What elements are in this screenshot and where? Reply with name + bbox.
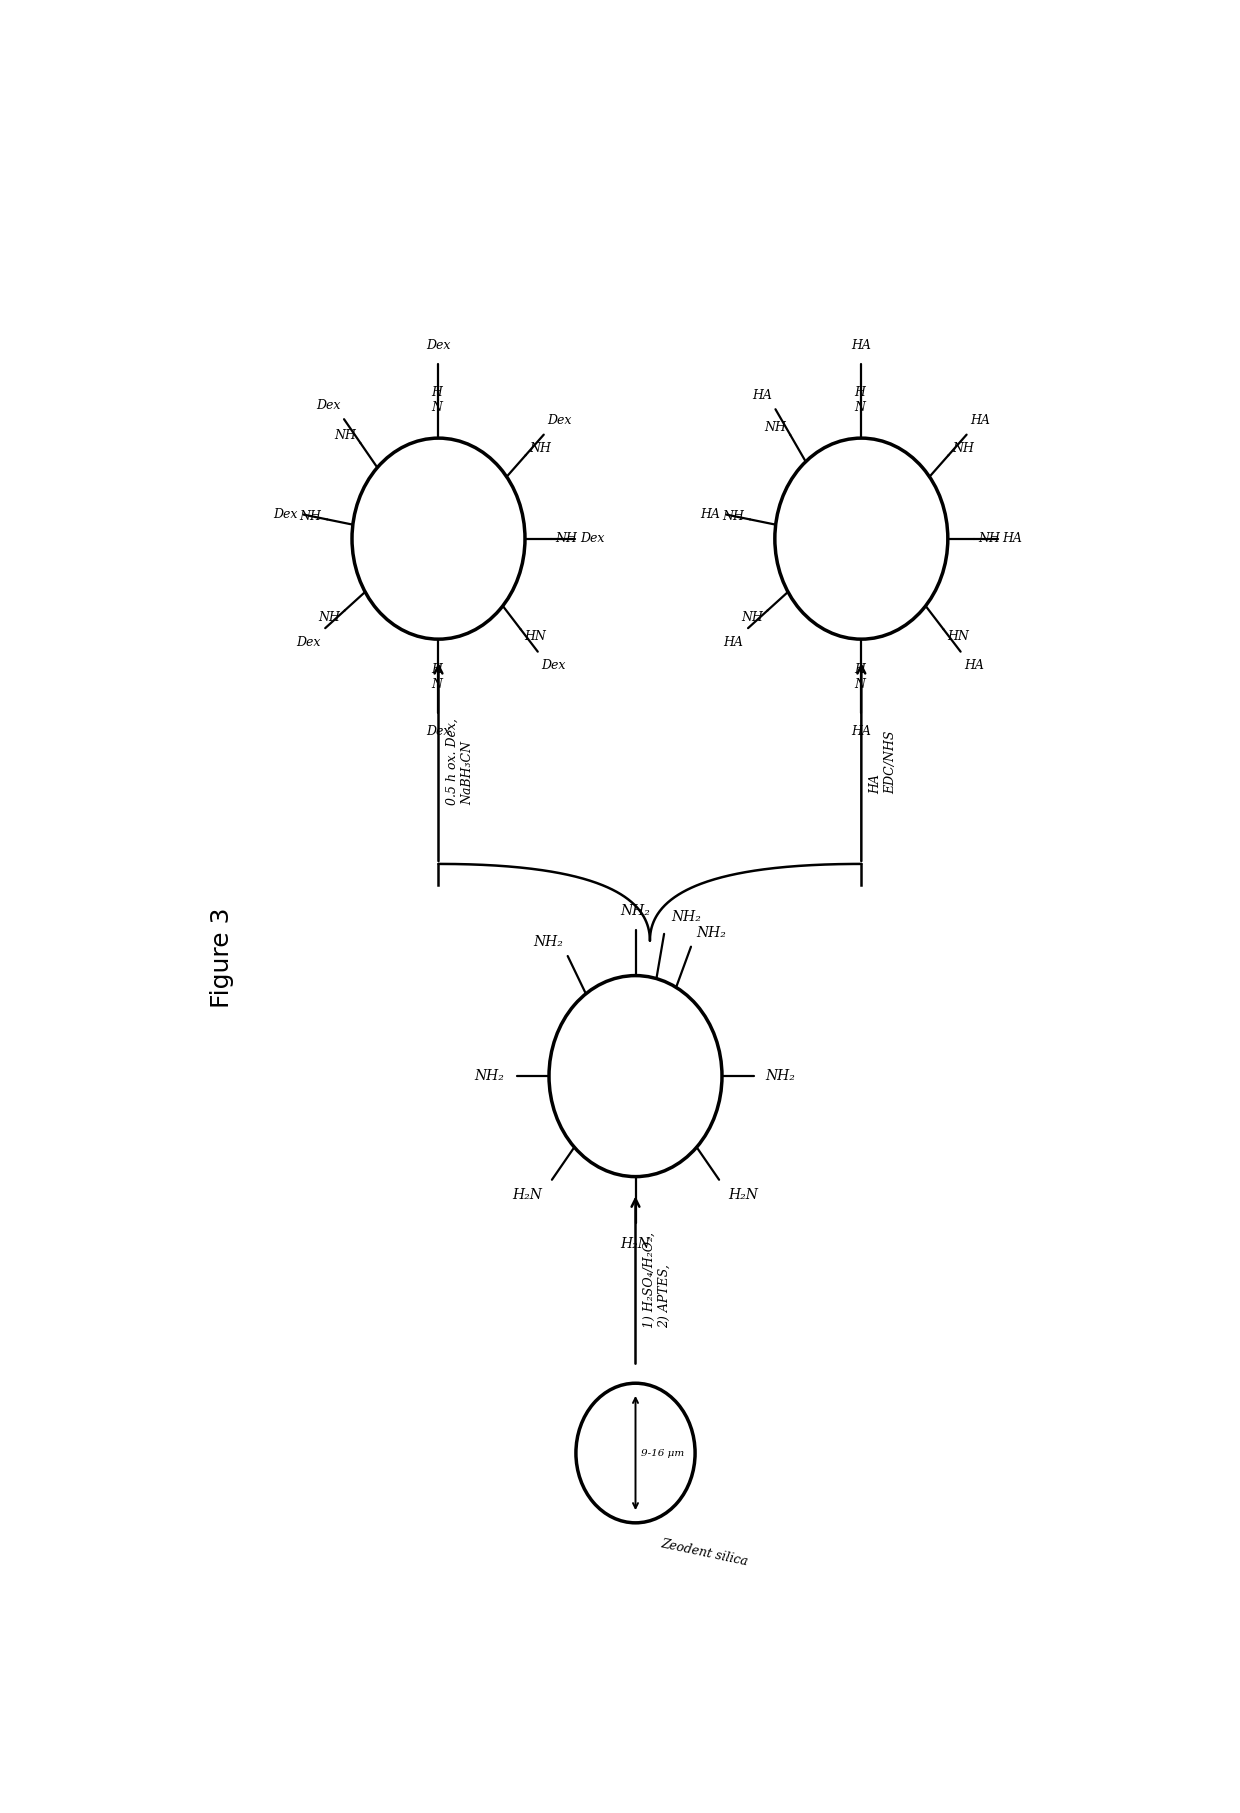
Text: HA: HA [723,636,743,649]
Text: NH₂: NH₂ [671,910,701,925]
Text: HA: HA [852,339,872,352]
Text: NH: NH [742,611,763,624]
Text: HA: HA [965,660,985,673]
Text: Dex: Dex [542,660,565,673]
Text: H₂N: H₂N [729,1188,759,1202]
Text: Zeodent silica: Zeodent silica [660,1537,749,1568]
Text: H
N: H N [854,386,866,415]
Text: HA
EDC/NHS: HA EDC/NHS [869,731,897,794]
Text: H₂N: H₂N [620,1236,651,1251]
Text: Dex: Dex [548,413,572,428]
Text: NH₂: NH₂ [765,1070,795,1082]
Text: Dex: Dex [296,636,320,649]
Text: NH: NH [335,430,357,442]
Text: NH: NH [723,509,744,524]
Text: HA: HA [701,508,720,520]
Text: NH: NH [529,442,552,455]
Text: HA: HA [852,725,872,738]
Text: Dex: Dex [316,399,340,412]
Text: NH₂: NH₂ [696,926,725,939]
Text: H₂N: H₂N [512,1188,542,1202]
Text: NH: NH [300,509,321,524]
Text: NH₂: NH₂ [620,905,651,919]
Text: Dex: Dex [273,508,298,520]
Text: H
N: H N [432,386,443,415]
Text: NH₂: NH₂ [474,1070,503,1082]
Text: Figure 3: Figure 3 [211,906,234,1008]
Text: Dex: Dex [427,339,450,352]
Text: NH₂: NH₂ [533,936,563,948]
Text: NH: NH [556,533,578,546]
Text: HN: HN [525,629,547,644]
Text: Dex: Dex [580,533,604,546]
Text: H
N: H N [432,664,443,691]
Text: 0.5 h ox. Dex,
NaBH₃CN: 0.5 h ox. Dex, NaBH₃CN [446,718,474,805]
Text: NH: NH [978,533,1001,546]
Text: HA: HA [751,388,771,402]
Text: H
N: H N [854,664,866,691]
Text: NH: NH [952,442,975,455]
Text: HN: HN [947,629,970,644]
Text: 1) H₂SO₄/H₂O₂,
2) APTES,: 1) H₂SO₄/H₂O₂, 2) APTES, [644,1231,671,1327]
Text: Dex: Dex [427,725,450,738]
Text: HA: HA [971,413,991,428]
Text: NH: NH [319,611,340,624]
Text: HA: HA [1003,533,1023,546]
Text: 9-16 μm: 9-16 μm [641,1449,684,1458]
Text: NH: NH [765,421,786,435]
